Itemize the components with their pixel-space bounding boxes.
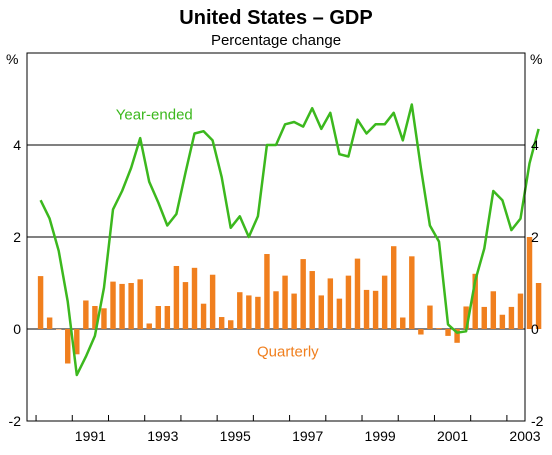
quarterly-bar <box>155 306 162 329</box>
quarterly-bar <box>92 306 98 329</box>
quarterly-bar <box>354 258 361 329</box>
quarterly-bar <box>390 246 397 329</box>
quarterly-bar <box>508 306 515 329</box>
y-tick-label-right: -2 <box>531 413 544 429</box>
y-unit-label-left: % <box>6 51 18 67</box>
x-tick-label: 1997 <box>292 428 323 444</box>
quarterly-annotation: Quarterly <box>257 344 319 361</box>
x-tick-label: 1999 <box>365 428 396 444</box>
x-tick-label: 1995 <box>220 428 251 444</box>
quarterly-bar <box>46 317 53 329</box>
y-tick-label-left: 0 <box>13 321 21 337</box>
quarterly-bar <box>400 317 406 329</box>
quarterly-bar <box>255 296 261 329</box>
quarterly-bar <box>209 274 216 329</box>
quarterly-bar <box>137 279 143 329</box>
quarterly-bar <box>101 308 107 329</box>
quarterly-bar <box>164 306 171 329</box>
quarterly-bar <box>436 328 442 329</box>
quarterly-bar <box>499 314 506 329</box>
y-tick-label-right: 0 <box>531 321 539 337</box>
quarterly-bar <box>83 300 89 329</box>
x-tick-label: 2001 <box>437 428 468 444</box>
y-tick-label-left: 4 <box>13 137 21 153</box>
quarterly-bar <box>345 275 352 329</box>
quarterly-bar <box>65 329 71 364</box>
quarterly-bar <box>427 305 433 329</box>
quarterly-bar <box>327 278 334 329</box>
quarterly-bar <box>526 237 533 329</box>
year-ended-annotation: Year-ended <box>116 107 193 124</box>
x-tick-label: 1993 <box>147 428 178 444</box>
quarterly-bar <box>472 273 478 329</box>
x-tick-label: 1991 <box>75 428 106 444</box>
plot-border <box>26 52 526 422</box>
quarterly-bar <box>490 291 497 329</box>
y-tick-label-right: 4 <box>531 137 539 153</box>
quarterly-bar <box>264 254 270 329</box>
year-ended-line-layer <box>39 103 540 377</box>
quarterly-bar <box>237 292 243 329</box>
quarterly-bar <box>55 329 62 330</box>
quarterly-bar <box>445 329 451 336</box>
quarterly-bar <box>309 271 315 329</box>
quarterly-bar <box>273 291 279 329</box>
tick-layer: -2 -2 0 0 2 2 4 4 1991 1993 1995 1997 1999 2001 2003 <box>9 137 544 444</box>
quarterly-bar <box>218 317 225 329</box>
quarterly-bar <box>37 276 44 329</box>
quarterly-bar <box>173 265 180 329</box>
quarterly-bar <box>372 290 379 329</box>
quarterly-bar <box>119 283 125 329</box>
quarterly-bar <box>228 320 234 329</box>
quarterly-bar <box>481 306 487 329</box>
quarterly-bar <box>291 293 297 329</box>
plot-frame <box>26 52 526 422</box>
chart-subtitle: Percentage change <box>211 32 341 49</box>
quarterly-bar <box>336 298 343 329</box>
quarterly-bar <box>517 293 524 329</box>
quarterly-bar <box>74 329 80 355</box>
quarterly-bar <box>146 323 152 329</box>
quarterly-bar <box>191 267 198 329</box>
quarterly-bar <box>418 329 424 335</box>
quarterly-bar <box>110 281 116 329</box>
quarterly-bar <box>200 303 207 329</box>
y-tick-label-left: -2 <box>9 413 22 429</box>
quarterly-bar <box>182 282 189 329</box>
y-tick-label-right: 2 <box>531 229 539 245</box>
y-unit-label-right: % <box>530 51 542 67</box>
quarterly-bar <box>300 259 306 329</box>
quarterly-bar <box>128 283 134 329</box>
y-tick-label-left: 2 <box>13 229 21 245</box>
quarterly-bar <box>363 289 370 329</box>
quarterly-bar <box>454 329 460 343</box>
x-tick-label: 2003 <box>509 428 540 444</box>
quarterly-bar <box>463 306 469 329</box>
quarterly-bar <box>381 275 388 329</box>
quarterly-bar <box>409 256 415 329</box>
chart-title: United States – GDP <box>179 7 372 29</box>
quarterly-bar <box>318 295 324 329</box>
quarterly-bar <box>282 275 288 329</box>
quarterly-bars <box>37 237 542 364</box>
quarterly-bar <box>246 295 252 329</box>
quarterly-bar <box>535 283 542 329</box>
year-ended-line <box>39 103 540 377</box>
